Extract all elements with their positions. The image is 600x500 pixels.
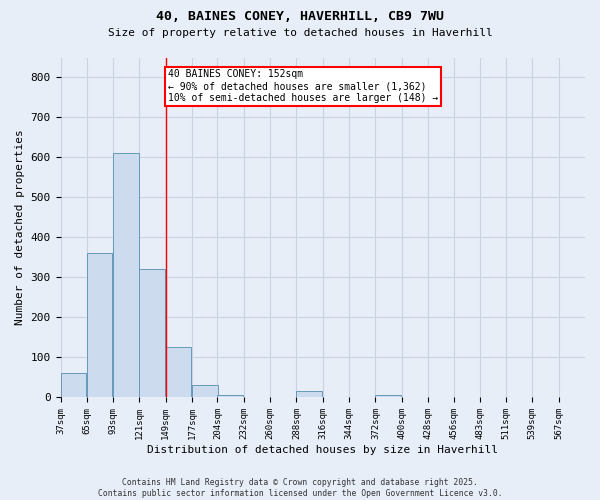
X-axis label: Distribution of detached houses by size in Haverhill: Distribution of detached houses by size … [147,445,498,455]
Text: Size of property relative to detached houses in Haverhill: Size of property relative to detached ho… [107,28,493,38]
Bar [87,254,112,398]
Text: Contains HM Land Registry data © Crown copyright and database right 2025.
Contai: Contains HM Land Registry data © Crown c… [98,478,502,498]
Bar [166,348,191,398]
Bar [217,396,243,398]
Bar [296,392,322,398]
Bar [192,386,218,398]
Bar [139,270,165,398]
Bar [61,374,86,398]
Bar [113,154,139,398]
Text: 40, BAINES CONEY, HAVERHILL, CB9 7WU: 40, BAINES CONEY, HAVERHILL, CB9 7WU [156,10,444,23]
Text: 40 BAINES CONEY: 152sqm
← 90% of detached houses are smaller (1,362)
10% of semi: 40 BAINES CONEY: 152sqm ← 90% of detache… [167,70,438,102]
Bar [376,396,401,398]
Y-axis label: Number of detached properties: Number of detached properties [15,130,25,326]
